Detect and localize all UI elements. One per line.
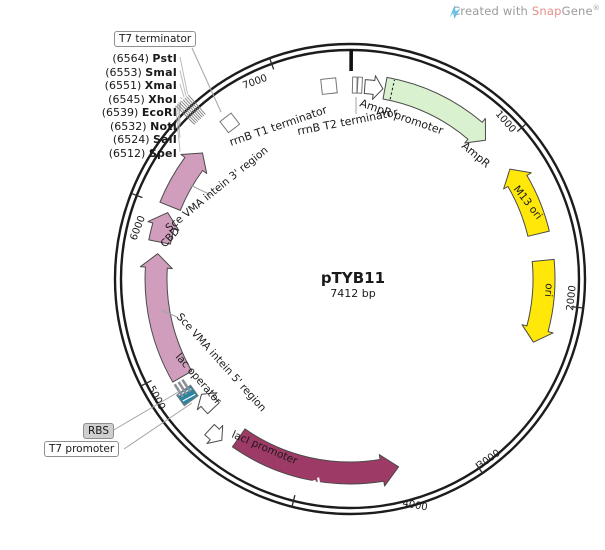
enzyme-site-speI[interactable]: (6512) SpeI xyxy=(108,146,177,160)
t7-promoter-label[interactable]: T7 promoter xyxy=(44,441,120,457)
plasmid-size: 7412 bp xyxy=(330,287,376,300)
rrnb-t2-terminator-box-b[interactable] xyxy=(356,76,364,94)
tick-4000 xyxy=(291,494,296,507)
mcs-hatch-EcoRI xyxy=(181,100,200,121)
ampr-arrow-boundary-dash xyxy=(389,79,396,100)
enzyme-site-xhoI[interactable]: (6545) XhoI xyxy=(108,92,177,106)
leader-EcoRI xyxy=(179,100,182,112)
t7-terminator-box[interactable] xyxy=(219,112,241,134)
rrnb-t2-terminator-box-a[interactable] xyxy=(351,76,358,94)
plasmid-name: pTYB11 xyxy=(320,269,386,287)
leader-line-0 xyxy=(191,47,222,113)
ampr-arrow[interactable] xyxy=(382,76,486,144)
mcs-hatch-XhoI xyxy=(182,99,202,120)
ori-arrow[interactable] xyxy=(521,258,556,343)
plasmid-title-block: pTYB11 7412 bp xyxy=(293,270,413,301)
snapgene-watermark: Created with SnapGene® xyxy=(447,4,600,19)
mcs-hatch-NotI xyxy=(179,102,199,122)
leader-XhoI xyxy=(179,97,183,100)
leader-line-2 xyxy=(189,184,212,196)
laci-promoter-arrow[interactable] xyxy=(204,424,224,444)
tick-1000 xyxy=(516,123,527,132)
mcs-hatch-PstI xyxy=(187,94,206,115)
backbone-outer-ring xyxy=(113,42,587,516)
ampr-promoter-arrow[interactable] xyxy=(363,75,384,100)
intein5-arrow[interactable] xyxy=(139,253,193,383)
mcs-hatch-SmaI xyxy=(186,96,205,117)
label-ori[interactable]: ori xyxy=(542,283,555,298)
leader-line-4 xyxy=(111,390,181,432)
lac-operator-box-hatch-0 xyxy=(182,393,196,402)
intein3-arrow[interactable] xyxy=(159,152,208,211)
mcs-hatch-SpeI xyxy=(175,105,196,125)
tick-6000 xyxy=(130,192,143,199)
tick-label-2000: 2000 xyxy=(565,285,579,311)
label-ampr[interactable]: AmpR xyxy=(459,139,493,170)
leader-XmaI xyxy=(179,83,185,98)
tick-label-6000: 6000 xyxy=(129,214,148,242)
enzyme-site-ecoRI[interactable]: (6539) EcoRI xyxy=(101,106,177,119)
rbs-label[interactable]: RBS xyxy=(83,423,114,439)
tick-3000 xyxy=(475,462,483,474)
enzyme-site-smaI[interactable]: (6553) SmaI xyxy=(105,65,177,79)
t7-promoter-arrow[interactable] xyxy=(196,392,220,415)
leader-SmaI xyxy=(179,70,187,96)
laci-arrow[interactable] xyxy=(231,428,400,487)
t7-terminator-label[interactable]: T7 terminator xyxy=(114,31,197,47)
label-laci[interactable]: lacI xyxy=(298,475,322,492)
rbs-stripes-1[interactable] xyxy=(177,381,188,396)
tick-label-4000: 4000 xyxy=(401,498,428,513)
rbs-stripes-2 xyxy=(173,383,184,398)
mcs-hatch-XmaI xyxy=(184,97,203,118)
leader-SalI xyxy=(176,103,181,139)
tick-2000 xyxy=(571,305,584,309)
m13-ori-arrow[interactable] xyxy=(503,168,550,237)
enzyme-site-notI[interactable]: (6532) NotI xyxy=(110,119,177,133)
tick-5000 xyxy=(140,380,152,387)
leader-line-5 xyxy=(123,402,193,450)
watermark-text: Created with SnapGene® xyxy=(452,4,600,18)
cbd-arrow[interactable] xyxy=(147,212,180,245)
mcs-hatch-SalI xyxy=(177,104,197,124)
tick-7000 xyxy=(268,57,275,70)
tick-label-1000: 1000 xyxy=(493,109,518,135)
enzyme-site-pstI[interactable]: (6564) PstI xyxy=(112,52,177,65)
leader-SpeI xyxy=(175,105,181,152)
enzyme-site-salI[interactable]: (6524) SalI xyxy=(112,133,177,146)
enzyme-site-xmaI[interactable]: (6551) XmaI xyxy=(104,79,177,92)
rrnb-t1-terminator-box[interactable] xyxy=(320,77,338,95)
leader-line-1 xyxy=(160,309,178,318)
leader-PstI xyxy=(179,56,189,95)
rbs-stripes-0 xyxy=(181,378,192,393)
